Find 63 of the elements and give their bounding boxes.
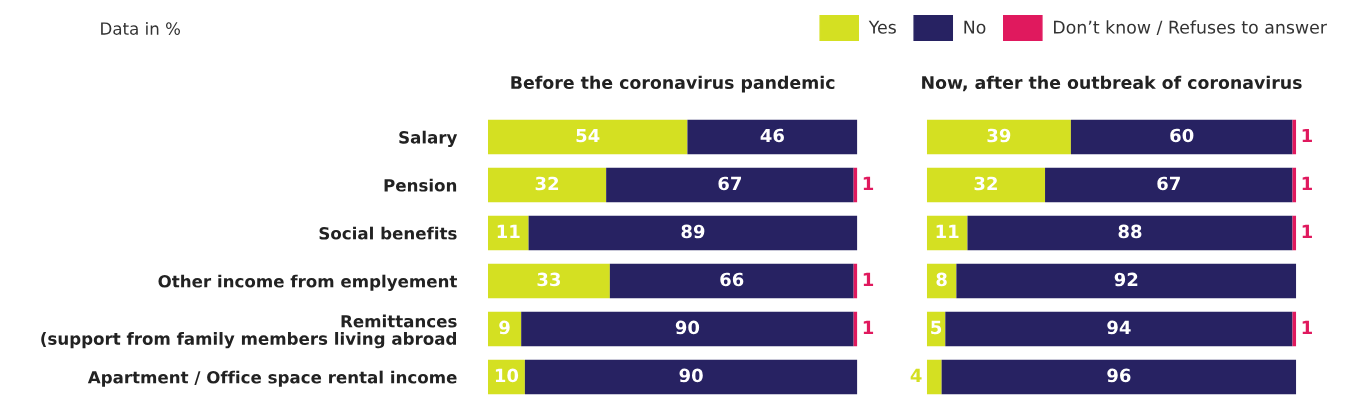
bar (926, 359, 942, 395)
data-label: 88 (1118, 224, 1142, 239)
data-label: 94 (1107, 320, 1131, 335)
bar (528, 215, 858, 251)
data-label: 46 (760, 128, 784, 143)
data-label: 5 (931, 320, 942, 335)
bar (487, 167, 607, 203)
data-label: 32 (974, 176, 997, 191)
data-label: 67 (1157, 176, 1180, 191)
bar (487, 119, 688, 155)
y-tick-label: Salary (399, 130, 458, 147)
legend-label: No (964, 20, 986, 34)
data-label: 60 (1170, 128, 1194, 143)
chart-title: Before the coronavirus pandemic (511, 75, 835, 93)
data-label: 1 (863, 272, 874, 287)
data-label: 4 (910, 368, 922, 382)
data-label: 54 (576, 128, 600, 143)
text: Data in % (101, 22, 180, 35)
data-label: 67 (718, 176, 742, 191)
bar (967, 215, 1293, 251)
legend-label: Yes (868, 20, 896, 34)
data-label: 1 (1302, 320, 1312, 334)
bar (487, 311, 522, 347)
bar (956, 263, 1297, 299)
data-label: 1 (1302, 176, 1312, 191)
bar (926, 167, 1046, 203)
data-label: 96 (1107, 368, 1131, 383)
data-label: 1 (1302, 128, 1312, 143)
data-label: 92 (1114, 272, 1138, 287)
data-label: 1 (1302, 224, 1312, 239)
bar (926, 119, 1071, 155)
data-label: 90 (679, 368, 703, 383)
data-label: 1 (863, 320, 874, 334)
bar (487, 215, 529, 251)
data-label: 1 (863, 176, 874, 191)
bar (524, 359, 858, 395)
chart-title: Now, after the outbreak of coronavirus (922, 75, 1302, 92)
data-label: 89 (681, 224, 705, 239)
data-label: 11 (936, 224, 959, 239)
bar (1045, 167, 1293, 203)
bar (606, 167, 854, 203)
y-tick-label: Pension (384, 178, 457, 192)
data-label: 8 (936, 272, 947, 287)
bar (945, 311, 1293, 347)
data-label: 90 (675, 320, 700, 335)
data-label: 66 (720, 272, 744, 287)
data-label: 10 (495, 368, 519, 383)
bar (1070, 119, 1293, 155)
bar (687, 119, 858, 155)
data-label: 9 (499, 320, 510, 335)
legend-label: Don’t know / Refuses to answer (1054, 20, 1327, 36)
data-label: 39 (987, 128, 1011, 143)
bar (609, 263, 854, 299)
y-tick-label: Social benefits (319, 226, 457, 240)
y-tick-label: Other income from emplyement (158, 274, 458, 291)
data-label: 11 (497, 224, 520, 239)
data-label: 32 (535, 176, 559, 191)
data-label: 33 (537, 272, 561, 287)
y-tick-label: Remittances (support from family members living abroad (41, 314, 457, 349)
bar (941, 359, 1297, 395)
bar (487, 263, 610, 299)
y-tick-label: Apartment / Office space rental income (87, 370, 457, 387)
bar (521, 311, 854, 347)
